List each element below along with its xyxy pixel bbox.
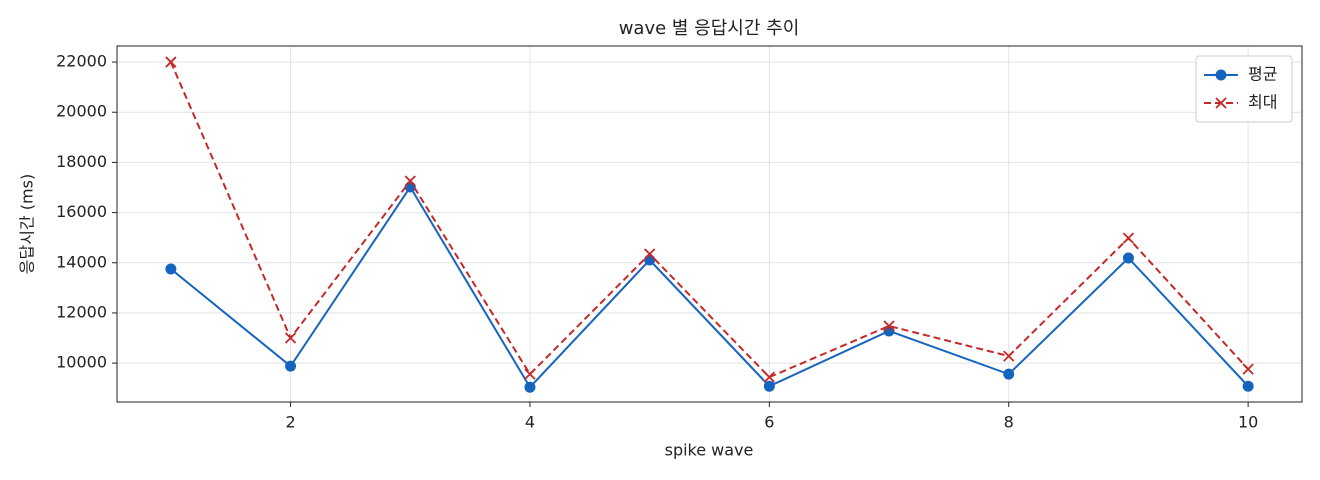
y-tick-label: 22000 [56, 52, 107, 71]
chart-title: wave 별 응답시간 추이 [619, 18, 800, 39]
y-tick-label: 14000 [56, 252, 107, 271]
marker [165, 263, 177, 275]
legend-label: 평균 [1248, 65, 1277, 84]
y-axis-label: 응답시간 (ms) [18, 174, 37, 274]
marker [763, 371, 775, 383]
marker [1122, 232, 1135, 244]
plot-frame [116, 45, 1303, 403]
marker [404, 181, 416, 193]
y-tick-label: 12000 [56, 302, 107, 321]
marker [883, 320, 895, 332]
y-tick-label: 20000 [56, 102, 107, 121]
marker [524, 381, 536, 393]
marker [284, 332, 297, 344]
marker [763, 380, 775, 392]
x-tick-label: 4 [525, 413, 535, 432]
y-tick-label: 18000 [56, 152, 107, 171]
legend-box [1195, 55, 1293, 123]
x-tick-label: 10 [1238, 413, 1258, 432]
marker [1003, 368, 1015, 380]
series-line [169, 61, 1249, 379]
y-tick-label: 10000 [56, 353, 107, 372]
x-axis-label: spike wave [665, 441, 754, 460]
marker [644, 254, 656, 266]
marker [165, 56, 177, 68]
marker [1242, 380, 1254, 392]
marker [1003, 350, 1015, 362]
marker [285, 360, 297, 372]
marker [1242, 363, 1254, 375]
x-tick-label: 6 [764, 413, 774, 432]
legend-label: 최대 [1248, 93, 1277, 112]
marker [1215, 97, 1227, 109]
marker [404, 175, 416, 187]
series-line [170, 185, 1249, 389]
marker [1122, 252, 1134, 264]
marker [524, 368, 536, 380]
y-tick-label: 16000 [56, 202, 107, 221]
marker [1215, 69, 1227, 81]
marker [644, 248, 656, 260]
x-tick-label: 2 [285, 413, 295, 432]
x-tick-label: 8 [1004, 413, 1014, 432]
